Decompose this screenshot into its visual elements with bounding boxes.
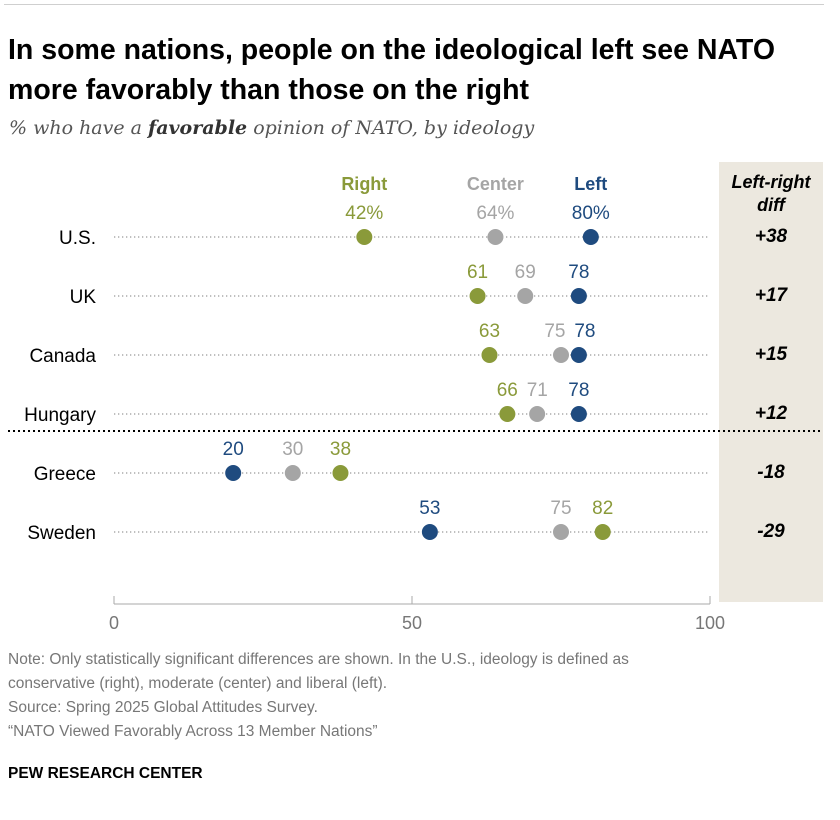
country-label-sweden: Sweden: [27, 523, 96, 544]
dot-hungary-center: [529, 406, 546, 422]
value-label-sweden-center: 75: [550, 498, 571, 519]
dot-canada-right: [481, 347, 498, 363]
country-label-uk: UK: [70, 287, 97, 308]
dot-uk-center: [517, 288, 534, 304]
chart-title: In some nations, people on the ideologic…: [8, 34, 775, 106]
value-label-canada-right: 63: [479, 321, 500, 342]
value-label-uk-right: 61: [467, 262, 488, 283]
diff-panel: [719, 162, 823, 602]
value-label-greece-left: 20: [223, 439, 244, 460]
legend-center: Center: [467, 174, 524, 194]
note-line-2: conservative (right), moderate (center) …: [8, 675, 388, 692]
dot-uk-right: [469, 288, 486, 304]
dot-greece-right: [332, 465, 349, 481]
value-label-uk-left: 78: [568, 262, 589, 283]
note-line-1: Note: Only statistically significant dif…: [8, 651, 629, 668]
country-label-hungary: Hungary: [24, 405, 96, 426]
value-label-sweden-right: 82: [592, 498, 613, 519]
value-label-us-left: 80%: [572, 203, 610, 224]
report-title: “NATO Viewed Favorably Across 13 Member …: [8, 723, 378, 740]
dot-sweden-center: [553, 524, 569, 540]
x-tick-label-50: 50: [402, 613, 422, 633]
dot-sweden-right: [594, 524, 611, 540]
value-label-us-right: 42%: [345, 203, 383, 224]
top-rule: [4, 4, 824, 5]
dot-sweden-left: [421, 524, 438, 540]
dot-uk-left: [570, 288, 587, 304]
dot-canada-left: [570, 347, 587, 363]
x-tick-label-100: 100: [695, 613, 725, 633]
x-tick-label-0: 0: [109, 613, 119, 633]
chart-subtitle: % who have a favorable opinion of NATO, …: [9, 117, 534, 139]
source-line: Source: Spring 2025 Global Attitudes Sur…: [8, 699, 318, 716]
diff-value-canada: +15: [754, 344, 788, 365]
value-label-us-center: 64%: [476, 203, 514, 224]
dot-us-left: [582, 229, 599, 245]
diff-value-greece: -18: [757, 462, 785, 483]
subtitle-suffix: opinion of NATO, by ideology: [247, 117, 535, 139]
dot-canada-center: [553, 347, 569, 363]
value-label-sweden-left: 53: [419, 498, 440, 519]
value-label-greece-center: 30: [282, 439, 303, 460]
value-label-canada-left: 78: [574, 321, 595, 342]
brand-logo-text: PEW RESEARCH CENTER: [8, 765, 203, 782]
dot-us-right: [356, 229, 373, 245]
value-label-greece-right: 38: [330, 439, 351, 460]
subtitle-emphasis: favorable: [148, 117, 248, 139]
legend-right: Right: [341, 174, 387, 194]
value-label-hungary-left: 78: [568, 380, 589, 401]
country-label-us: U.S.: [59, 228, 96, 249]
dot-hungary-right: [499, 406, 516, 422]
diff-value-uk: +17: [754, 285, 788, 306]
legend-left: Left: [574, 174, 607, 194]
value-label-canada-center: 75: [544, 321, 565, 342]
diff-header: Left-right diff: [731, 172, 811, 215]
dot-hungary-left: [570, 406, 587, 422]
dot-greece-left: [225, 465, 242, 481]
diff-value-us: +38: [754, 226, 788, 247]
country-label-greece: Greece: [34, 464, 96, 485]
value-label-uk-center: 69: [515, 262, 536, 283]
subtitle-prefix: % who have a: [9, 117, 149, 139]
dot-greece-center: [284, 465, 301, 481]
value-label-hungary-right: 66: [497, 380, 518, 401]
diff-value-hungary: +12: [754, 403, 788, 424]
country-label-canada: Canada: [29, 346, 96, 367]
dot-us-center: [487, 229, 504, 245]
dot-plot: Right Center Left 0 50 100 U.S. 42% 64% 80% UK 61 69…: [8, 174, 822, 633]
footer: Note: Only statistically significant dif…: [8, 648, 833, 744]
value-label-hungary-center: 71: [527, 380, 548, 401]
diff-value-sweden: -29: [757, 521, 785, 542]
